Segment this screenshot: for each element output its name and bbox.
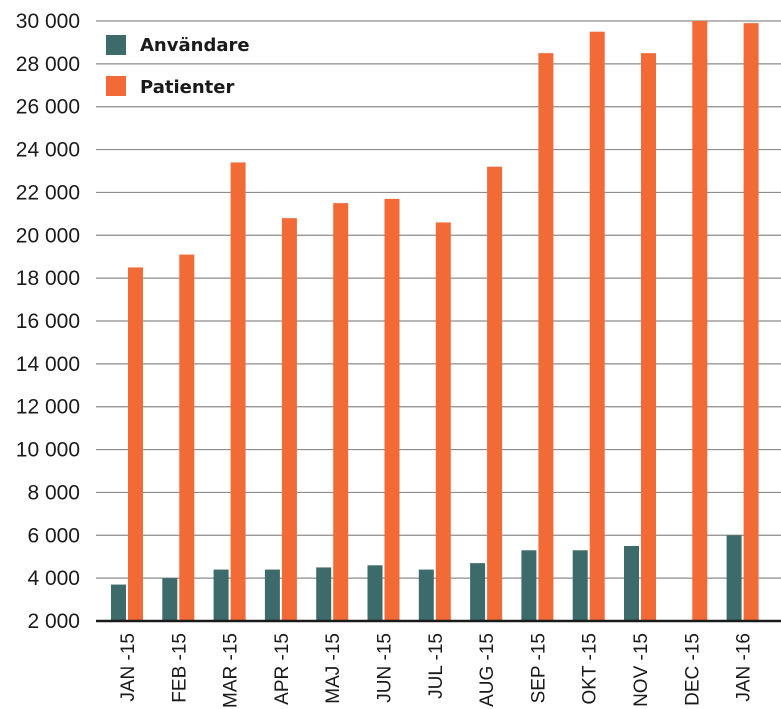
- y-tick-label: 10 000: [16, 439, 80, 462]
- y-tick-label: 28 000: [16, 53, 80, 76]
- y-tick-label: 2 000: [27, 610, 80, 633]
- legend-swatch-patienter: [106, 76, 126, 96]
- x-tick-label: JAN -15: [118, 633, 139, 702]
- bar-anvandare: [726, 535, 742, 621]
- x-tick-label: OKT -15: [580, 633, 601, 704]
- x-tick-label: MAR -15: [221, 633, 242, 708]
- x-tick-label: AUG -15: [477, 633, 498, 707]
- y-tick-label: 4 000: [27, 567, 80, 590]
- bar-patienter: [435, 222, 451, 621]
- x-tick-label: SEP -15: [528, 633, 549, 703]
- bar-patienter: [538, 53, 554, 621]
- bar-anvandare: [264, 569, 280, 621]
- x-tick-label: NOV -15: [631, 633, 652, 707]
- y-tick-label: 26 000: [16, 96, 80, 119]
- y-axis: 2 000 4 000 6 000 8 000 10 000 12 000 14 000 16…: [16, 10, 80, 633]
- x-tick-labels: JAN -15 FEB -15 MAR -15 APR -15 MAJ -15 JUN -…: [118, 633, 755, 708]
- y-tick-label: 12 000: [16, 396, 80, 419]
- bar-anvandare: [213, 569, 229, 621]
- legend: Användare Patienter: [106, 35, 250, 98]
- bars: [111, 21, 759, 622]
- y-tick-label: 6 000: [27, 524, 80, 547]
- legend-swatch-anvandare: [106, 35, 126, 55]
- bar-anvandare: [418, 569, 434, 621]
- y-tick-label: 8 000: [27, 481, 80, 504]
- x-tick-label: JUL -15: [426, 633, 447, 699]
- x-tick-label: JUN -15: [375, 633, 396, 703]
- y-tick-label: 24 000: [16, 139, 80, 162]
- bar-patienter: [128, 267, 143, 621]
- bar-anvandare: [162, 578, 178, 621]
- bar-anvandare: [367, 565, 383, 621]
- bar-patienter: [179, 254, 195, 622]
- bar-patienter: [487, 166, 503, 621]
- x-tick-label: JAN -16: [734, 633, 755, 702]
- bar-patienter: [589, 31, 605, 621]
- bar-anvandare: [572, 550, 588, 621]
- y-tick-label: 18 000: [16, 267, 80, 290]
- y-tick-label: 16 000: [16, 310, 80, 333]
- legend-label-patienter: Patienter: [140, 77, 234, 98]
- bar-patienter: [281, 218, 297, 621]
- bar-anvandare: [521, 550, 537, 621]
- y-tick-label: 22 000: [16, 181, 80, 204]
- bar-anvandare: [111, 584, 126, 621]
- bar-patienter: [384, 198, 400, 621]
- x-tick-label: DEC -15: [682, 633, 703, 706]
- bar-patienter: [743, 23, 759, 621]
- x-tick-label: MAJ -15: [323, 633, 344, 704]
- bar-anvandare: [624, 546, 639, 621]
- y-tick-label: 20 000: [16, 224, 80, 247]
- legend-label-anvandare: Användare: [140, 35, 250, 56]
- x-tick-label: FEB -15: [169, 633, 190, 703]
- y-tick-label: 30 000: [16, 10, 80, 33]
- bar-patienter: [230, 162, 246, 621]
- bar-patienter: [641, 53, 656, 621]
- y-tick-label: 14 000: [16, 353, 80, 376]
- bar-anvandare: [316, 567, 332, 621]
- x-tick-label: APR -15: [272, 633, 293, 705]
- bar-anvandare: [470, 563, 486, 621]
- bar-patienter: [692, 21, 708, 621]
- bar-patienter: [333, 203, 349, 621]
